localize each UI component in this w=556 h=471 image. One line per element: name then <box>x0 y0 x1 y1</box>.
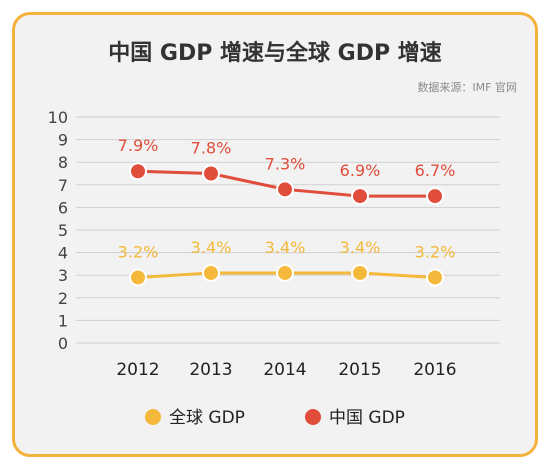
data-point <box>426 268 444 287</box>
x-tick-label: 2013 <box>189 360 232 380</box>
data-label: 6.7% <box>415 161 456 180</box>
data-label: 7.8% <box>191 139 232 158</box>
y-tick-label: 2 <box>58 289 68 308</box>
y-tick-label: 1 <box>58 311 68 330</box>
y-tick-label: 0 <box>58 334 68 353</box>
y-tick-label: 9 <box>58 131 68 150</box>
y-tick-label: 7 <box>58 176 68 195</box>
x-tick-label: 2014 <box>263 360 306 380</box>
data-point <box>276 180 294 199</box>
data-label: 7.9% <box>118 136 159 155</box>
data-point <box>202 263 220 282</box>
data-point <box>351 187 369 206</box>
data-label: 7.3% <box>265 154 306 173</box>
x-tick-label: 2012 <box>116 360 159 380</box>
data-label: 3.4% <box>340 238 381 257</box>
data-point <box>202 164 220 183</box>
y-tick-label: 5 <box>58 221 68 240</box>
legend-label: 中国 GDP <box>329 408 405 428</box>
y-tick-label: 8 <box>58 153 68 172</box>
data-label: 6.9% <box>340 161 381 180</box>
x-tick-label: 2015 <box>338 360 381 380</box>
data-point <box>129 162 147 181</box>
y-tick-label: 3 <box>58 266 68 285</box>
data-point <box>129 268 147 287</box>
chart-title: 中国 GDP 增速与全球 GDP 增速 <box>108 41 442 66</box>
legend-label: 全球 GDP <box>169 408 245 428</box>
y-tick-label: 10 <box>48 108 68 127</box>
y-tick-label: 6 <box>58 198 68 217</box>
source-note: 数据来源：IMF 官网 <box>417 81 517 94</box>
chart-card: 中国 GDP 增速与全球 GDP 增速 数据来源：IMF 官网 <box>12 12 538 457</box>
data-point <box>426 187 444 206</box>
y-tick-label: 4 <box>58 244 68 263</box>
data-label: 3.2% <box>415 242 456 261</box>
legend-marker <box>305 409 321 425</box>
x-tick-label: 2016 <box>413 360 456 380</box>
legend-marker <box>145 409 161 425</box>
data-label: 3.4% <box>265 238 306 257</box>
data-label: 3.4% <box>191 238 232 257</box>
data-label: 3.2% <box>118 242 159 261</box>
data-point <box>276 263 294 282</box>
data-point <box>351 263 369 282</box>
